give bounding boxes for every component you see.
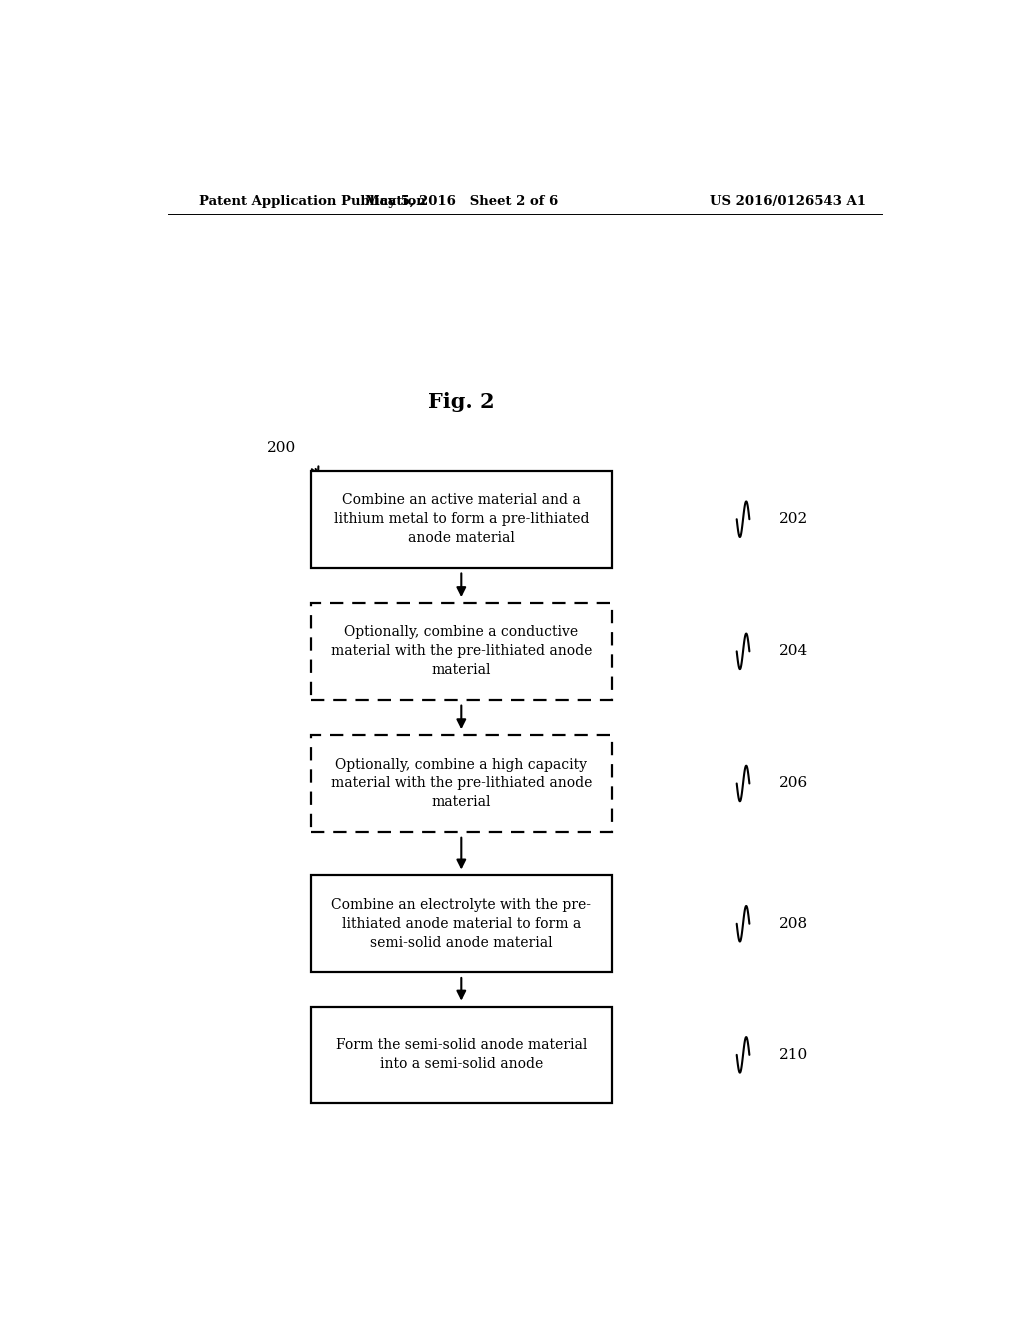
- Text: May 5, 2016   Sheet 2 of 6: May 5, 2016 Sheet 2 of 6: [365, 194, 558, 207]
- Text: 210: 210: [778, 1048, 808, 1061]
- Text: Optionally, combine a conductive
material with the pre-lithiated anode
material: Optionally, combine a conductive materia…: [331, 626, 592, 677]
- Text: 202: 202: [778, 512, 808, 527]
- Text: 208: 208: [778, 917, 808, 931]
- Text: Combine an electrolyte with the pre-
lithiated anode material to form a
semi-sol: Combine an electrolyte with the pre- lit…: [332, 898, 591, 949]
- Bar: [310, 471, 612, 568]
- Text: Optionally, combine a high capacity
material with the pre-lithiated anode
materi: Optionally, combine a high capacity mate…: [331, 758, 592, 809]
- Text: 200: 200: [267, 441, 296, 455]
- Text: Patent Application Publication: Patent Application Publication: [200, 194, 426, 207]
- Bar: [310, 875, 612, 972]
- Text: Combine an active material and a
lithium metal to form a pre-lithiated
anode mat: Combine an active material and a lithium…: [334, 494, 589, 545]
- Text: US 2016/0126543 A1: US 2016/0126543 A1: [710, 194, 866, 207]
- Bar: [310, 603, 612, 700]
- Text: 206: 206: [778, 776, 808, 791]
- Text: Form the semi-solid anode material
into a semi-solid anode: Form the semi-solid anode material into …: [336, 1039, 587, 1072]
- Bar: [310, 1007, 612, 1104]
- Text: Fig. 2: Fig. 2: [428, 392, 495, 412]
- Text: 204: 204: [778, 644, 808, 659]
- Bar: [310, 735, 612, 832]
